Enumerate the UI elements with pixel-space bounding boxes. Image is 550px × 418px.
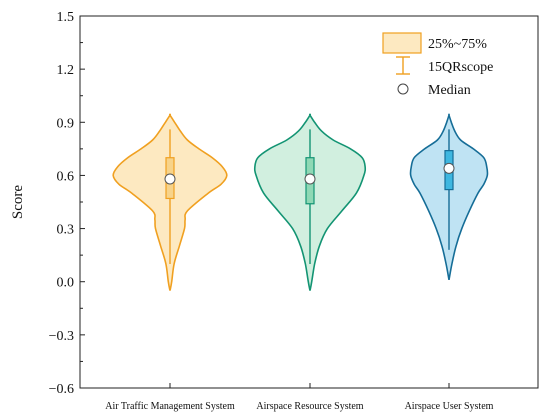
- y-axis-title: Score: [10, 185, 26, 219]
- axes: −0.6 −0.3 0.0 0.3 0.6 0.9 1.2 1.5 Air Traffic Ma…: [49, 10, 539, 412]
- y-tick-label: 1.5: [57, 10, 75, 25]
- y-tick-label: 1.2: [57, 63, 75, 78]
- legend-iqr-swatch: [382, 32, 422, 54]
- violin-median-point: [164, 173, 176, 185]
- legend-median-label: Median: [428, 83, 471, 98]
- y-tick-label: 0.3: [57, 223, 75, 238]
- legend-median-swatch: [397, 83, 409, 95]
- legend: 25%~75% 15QRscope Median: [382, 32, 493, 98]
- x-category-label: Airspace User System: [405, 401, 494, 412]
- legend-whisker-label: 15QRscope: [428, 60, 493, 75]
- y-tick-label: −0.3: [49, 329, 74, 344]
- x-category-label: Airspace Resource System: [256, 401, 363, 412]
- y-tick-label: −0.6: [49, 382, 74, 397]
- violin-median-point: [304, 173, 316, 185]
- legend-whisker-swatch: [396, 56, 410, 75]
- violin-median-point: [443, 162, 455, 174]
- violins: [112, 113, 489, 291]
- y-tick-label: 0.9: [57, 116, 75, 131]
- y-tick-label: 0.6: [57, 169, 75, 184]
- x-category-label: Air Traffic Management System: [105, 401, 235, 412]
- legend-iqr-label: 25%~75%: [428, 37, 487, 52]
- y-tick-label: 0.0: [57, 276, 75, 291]
